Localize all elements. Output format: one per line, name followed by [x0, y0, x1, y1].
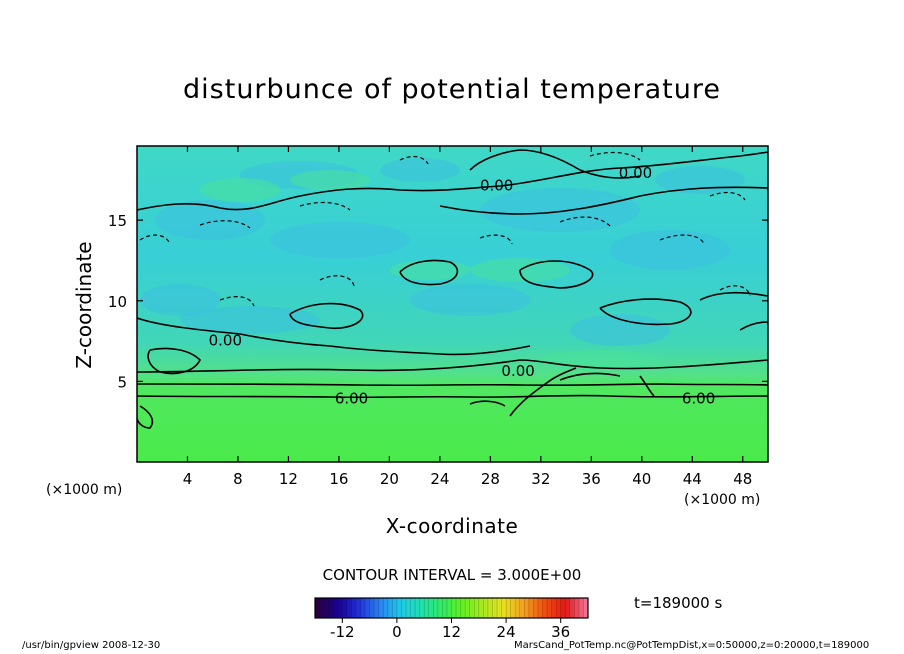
y-axis-label: Z-coordinate [72, 241, 96, 369]
colorbar-cell [369, 598, 375, 618]
colorbar-cell [433, 598, 439, 618]
colorbar-cell [560, 598, 566, 618]
colorbar-cell [351, 598, 357, 618]
colorbar-cell [478, 598, 484, 618]
colorbar-cell [442, 598, 448, 618]
colorbar-cell [419, 598, 425, 618]
colorbar-cell [465, 598, 471, 618]
colorbar-cell [565, 598, 571, 618]
x-tick-label: 4 [183, 470, 193, 488]
colorbar-cell [556, 598, 562, 618]
x-tick-label: 28 [481, 470, 500, 488]
colorbar-cell [333, 598, 339, 618]
x-axis-unit-right: (×1000 m) [684, 492, 761, 508]
colorbar-cell [406, 598, 411, 618]
y-tick-label: 10 [108, 293, 127, 311]
colorbar-cell [524, 598, 530, 618]
colorbar-cell [487, 598, 493, 618]
colorbar-cell [510, 598, 516, 618]
colorbar-cell [501, 598, 507, 618]
colorbar-cell [497, 598, 502, 618]
y-tick-label: 15 [108, 212, 127, 230]
colorbar-cell [451, 598, 457, 618]
colorbar-cell [360, 598, 366, 618]
colorbar-cell [437, 598, 443, 618]
colorbar: -12 0 12 24 36 [314, 597, 589, 641]
contour-label: 0.00 [501, 362, 534, 380]
x-tick-label: 20 [380, 470, 399, 488]
y-tick-label: 5 [117, 373, 127, 391]
colorbar-cell [342, 598, 348, 618]
colorbar-cell [460, 598, 466, 618]
colorbar-cell [469, 598, 475, 618]
colorbar-cell [346, 598, 352, 618]
colorbar-cell [383, 598, 389, 618]
plot-frame [136, 145, 769, 463]
x-tick-label: 36 [582, 470, 601, 488]
contour-label: 6.00 [335, 390, 368, 408]
footer-right: MarsCand_PotTemp.nc@PotTempDist,x=0:5000… [514, 640, 870, 651]
x-tick-label: 44 [683, 470, 702, 488]
colorbar-cell [519, 598, 525, 618]
time-label: t=189000 s [634, 594, 723, 612]
colorbar-cell [569, 598, 575, 618]
x-axis-label: X-coordinate [385, 514, 519, 538]
colorbar-cell [492, 598, 498, 618]
colorbar-tick-label: -12 [330, 623, 355, 641]
colorbar-cell [396, 598, 402, 618]
contour-label: 0.00 [480, 177, 513, 195]
x-tick-label: 8 [233, 470, 243, 488]
colorbar-cell [551, 598, 557, 618]
colorbar-cell [392, 598, 398, 618]
x-tick-label: 24 [430, 470, 449, 488]
colorbar-cell [374, 598, 380, 618]
contour-label: 0.00 [619, 164, 652, 182]
x-tick-label: 40 [632, 470, 651, 488]
colorbar-cell [456, 598, 461, 618]
colorbar-cell [506, 598, 512, 618]
colorbar-tick-label: 0 [392, 623, 402, 641]
colorbar-cell [428, 598, 434, 618]
contour-interval: CONTOUR INTERVAL = 3.000E+00 [322, 566, 582, 584]
colorbar-cell [583, 598, 589, 618]
x-tick-label: 32 [531, 470, 550, 488]
colorbar-cell [547, 598, 552, 618]
colorbar-cell [365, 598, 370, 618]
colorbar-cell [528, 598, 534, 618]
colorbar-cell [578, 598, 584, 618]
colorbar-tick-label: 24 [497, 623, 516, 641]
colorbar-cell [319, 598, 325, 618]
colorbar-cell [378, 598, 384, 618]
field-area [137, 146, 768, 462]
colorbar-cell [446, 598, 452, 618]
x-tick-label: 12 [279, 470, 298, 488]
colorbar-cell [515, 598, 521, 618]
contour-label: 6.00 [682, 390, 715, 408]
colorbar-cell [324, 598, 330, 618]
colorbar-cell [328, 598, 334, 618]
x-tick-label: 16 [329, 470, 348, 488]
colorbar-cell [574, 598, 580, 618]
colorbar-cell [415, 598, 421, 618]
colorbar-tick-label: 12 [442, 623, 461, 641]
colorbar-cell [387, 598, 393, 618]
colorbar-cell [542, 598, 548, 618]
colorbar-cell [355, 598, 361, 618]
colorbar-cell [401, 598, 407, 618]
colorbar-cell [533, 598, 539, 618]
chart-title: disturbunce of potential temperature [183, 74, 721, 105]
colorbar-cell [410, 598, 416, 618]
x-axis-unit-left: (×1000 m) [46, 482, 123, 498]
footer-left: /usr/bin/gpview 2008-12-30 [22, 640, 161, 651]
colorbar-cell [337, 598, 343, 618]
colorbar-cell [474, 598, 480, 618]
colorbar-cell [483, 598, 489, 618]
contour-label: 0.00 [209, 331, 242, 349]
colorbar-tick-label: 36 [551, 623, 570, 641]
colorbar-cell [537, 598, 543, 618]
x-tick-label: 48 [733, 470, 752, 488]
colorbar-cell [424, 598, 430, 618]
colorbar-cell [315, 598, 320, 618]
